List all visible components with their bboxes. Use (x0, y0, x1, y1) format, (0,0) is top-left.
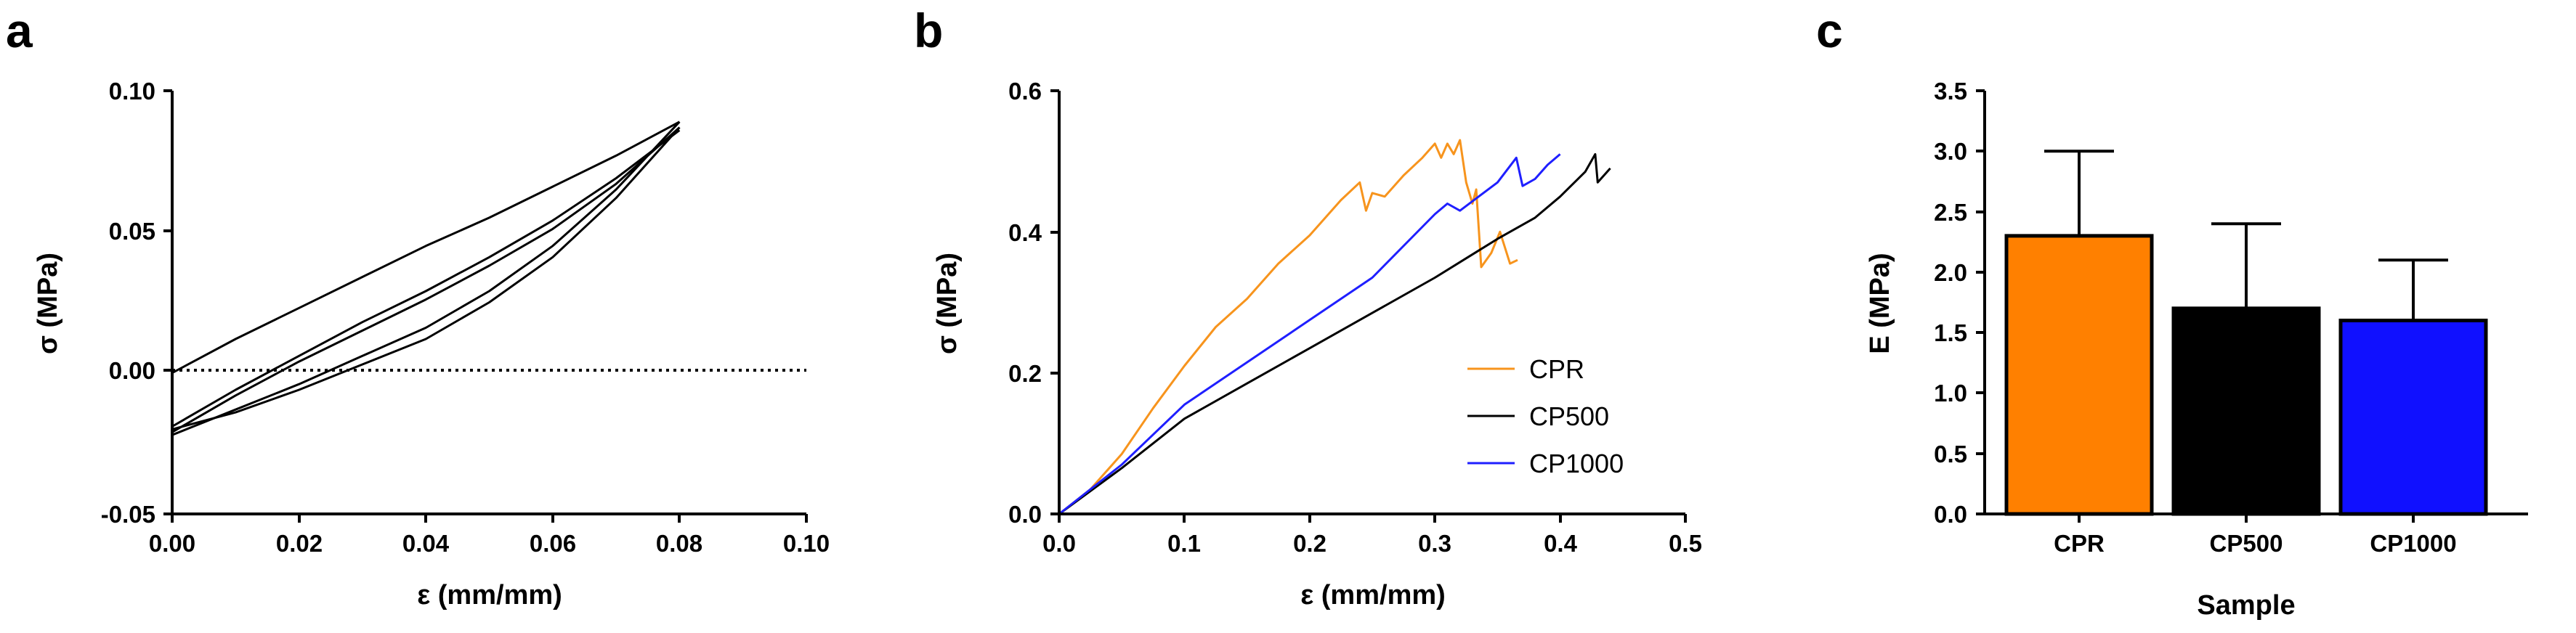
panel-c-letter: c (1816, 4, 1843, 57)
bar-cpr (2004, 234, 2154, 516)
panel-a-xtick-label: 0.06 (530, 530, 576, 557)
panel-a-xtick-label: 0.10 (783, 530, 830, 557)
legend-label-cpr: CPR (1529, 354, 1584, 384)
series-cycles-reloading (171, 126, 681, 433)
panel-b-xlabel: ε (mm/mm) (1300, 580, 1446, 610)
panel-b-legend: CPR CP500 CP1000 (1467, 354, 1624, 478)
panel-c: c 3.5 3.0 2.5 2.0 1.5 1.0 0.5 0.0 CPR CP… (1816, 4, 2528, 621)
panel-a-xtick-label: 0.04 (402, 530, 450, 557)
panel-a-curves (171, 121, 681, 436)
panel-a: a 0.10 0.05 0.00 -0.05 0.00 0.02 0.04 0.… (6, 4, 830, 610)
panel-c-category-label: CPR (2054, 530, 2105, 557)
panel-b: b 0.6 0.4 0.2 0.0 0.0 0.1 0.2 0.3 0.4 0.… (914, 4, 1702, 610)
panel-b-xtick-label: 0.3 (1418, 530, 1451, 557)
panel-c-category-label: CP500 (2210, 530, 2283, 557)
panel-c-ytick-label: 1.5 (1934, 319, 1967, 346)
series-cycles-unloading (171, 121, 681, 436)
panel-a-xtick-label: 0.08 (656, 530, 702, 557)
panel-b-ytick-label: 0.2 (1008, 360, 1042, 387)
series-cycle-1-loading (171, 121, 681, 375)
panel-b-letter: b (914, 4, 943, 57)
panel-a-ytick-label: 0.10 (109, 78, 155, 105)
series-cp1000 (1058, 153, 1561, 515)
panel-c-ytick-label: 3.5 (1934, 78, 1967, 105)
bar-cp1000 (2338, 318, 2488, 516)
panel-a-letter: a (6, 4, 33, 57)
panel-c-category-label: CP1000 (2370, 530, 2456, 557)
series-cpr (1058, 139, 1518, 515)
panel-b-curves (1058, 139, 1611, 515)
series-cycle-2-unloading (171, 126, 681, 430)
panel-b-ytick-label: 0.4 (1008, 219, 1042, 246)
panel-a-ylabel: σ (MPa) (33, 253, 63, 354)
panel-c-ytick-label: 3.0 (1934, 138, 1967, 165)
panel-c-ytick-label: 1.0 (1934, 380, 1967, 407)
bar-cp500 (2171, 306, 2321, 516)
legend-label-cp1000: CP1000 (1529, 449, 1624, 478)
panel-c-ytick-label: 2.5 (1934, 199, 1967, 226)
panel-a-ytick-label: -0.05 (101, 501, 155, 528)
panel-b-ylabel: σ (MPa) (932, 253, 963, 354)
panel-a-ytick-label: 0.00 (109, 357, 155, 384)
panel-a-xtick-label: 0.02 (276, 530, 323, 557)
panel-c-bars (2004, 150, 2488, 516)
panel-b-xtick-label: 0.4 (1544, 530, 1578, 557)
panel-b-xtick-label: 0.1 (1167, 530, 1201, 557)
panel-c-ylabel: E (MPa) (1865, 253, 1895, 354)
panel-c-ytick-label: 0.5 (1934, 441, 1967, 467)
legend-label-cp500: CP500 (1529, 401, 1609, 431)
panel-b-xtick-label: 0.5 (1669, 530, 1702, 557)
panel-a-xlabel: ε (mm/mm) (417, 580, 562, 610)
panel-b-ytick-label: 0.6 (1008, 78, 1042, 105)
panel-c-ytick-label: 2.0 (1934, 259, 1967, 286)
panel-a-xtick-label: 0.00 (149, 530, 195, 557)
series-cycle-2-reloading (171, 129, 681, 428)
panel-c-xlabel: Sample (2197, 590, 2295, 621)
panel-c-ytick-label: 0.0 (1934, 501, 1967, 528)
series-cp500 (1058, 152, 1611, 515)
panel-a-ytick-label: 0.05 (109, 218, 155, 245)
panel-b-ytick-label: 0.0 (1008, 501, 1042, 528)
panel-b-xtick-label: 0.2 (1293, 530, 1327, 557)
panel-b-xtick-label: 0.0 (1042, 530, 1076, 557)
